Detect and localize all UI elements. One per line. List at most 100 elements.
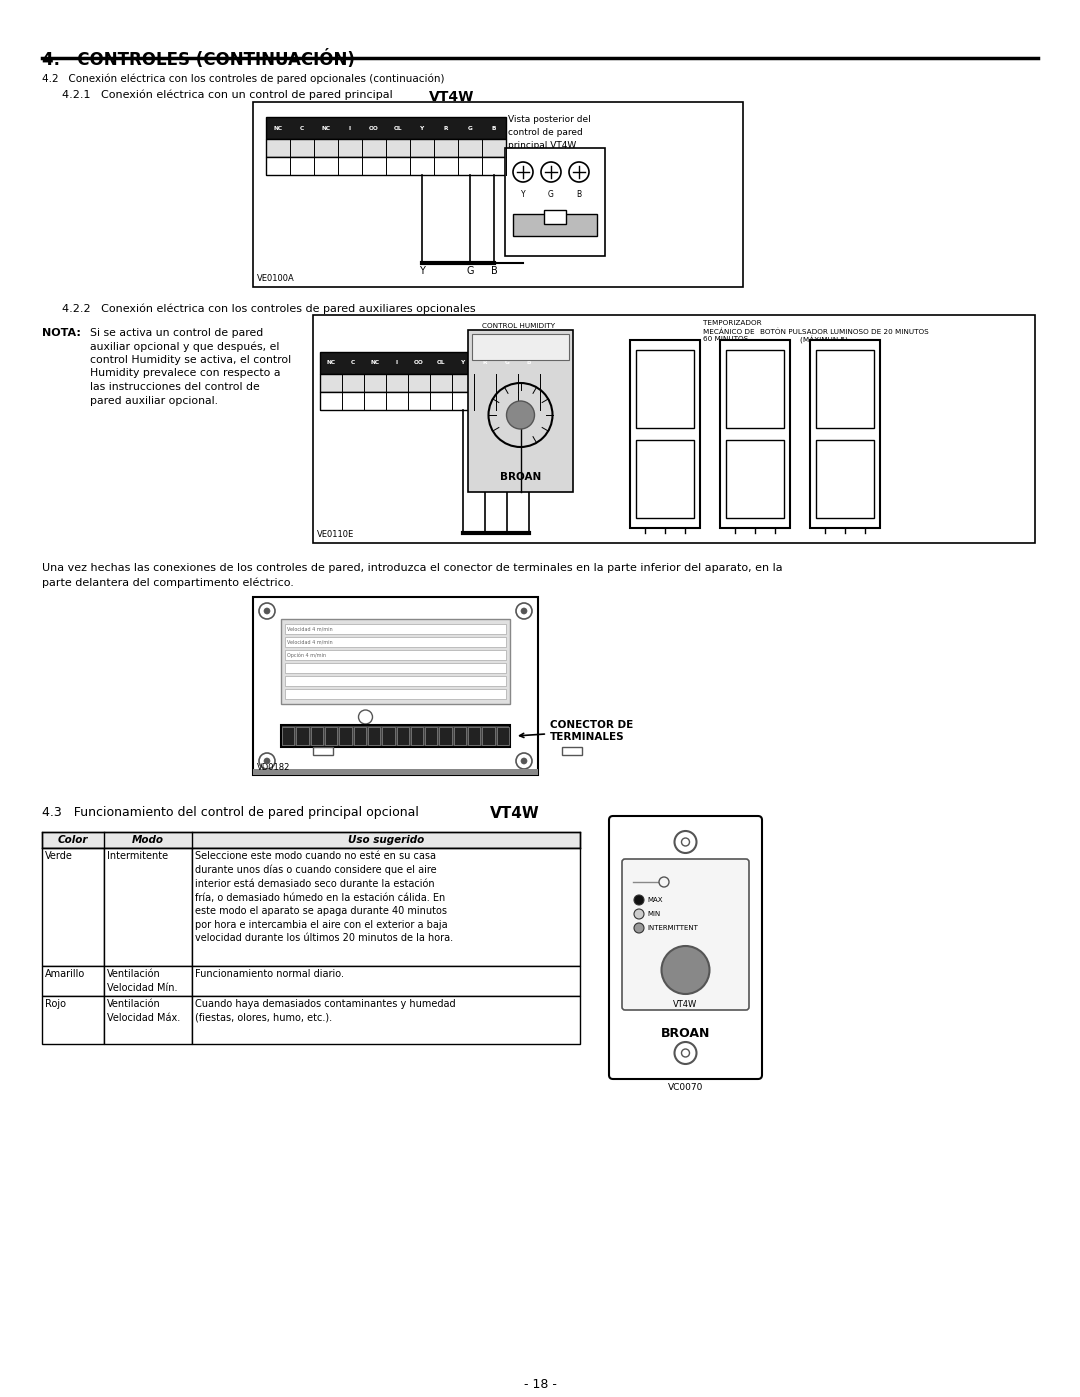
Text: Verde: Verde <box>45 851 72 861</box>
Text: HUMIDITY: HUMIDITY <box>476 334 507 339</box>
Bar <box>192 965 580 996</box>
Circle shape <box>634 895 644 905</box>
Text: NOTA:: NOTA: <box>42 328 81 338</box>
Bar <box>285 676 507 686</box>
Bar <box>720 339 789 528</box>
Text: VC0070: VC0070 <box>667 1083 703 1092</box>
Bar <box>253 597 538 775</box>
Bar <box>266 156 507 175</box>
Text: G: G <box>548 190 554 198</box>
Text: Y: Y <box>420 126 424 130</box>
Bar <box>285 689 507 698</box>
Text: Amarillo: Amarillo <box>45 970 85 979</box>
Bar <box>636 440 694 518</box>
Text: 4.2   Conexión eléctrica con los controles de pared opcionales (continuación): 4.2 Conexión eléctrica con los controles… <box>42 73 445 84</box>
Text: Y: Y <box>521 190 525 198</box>
Text: NC: NC <box>326 360 336 366</box>
Text: 60 MINUTOS: 60 MINUTOS <box>703 337 748 342</box>
Text: BROAN: BROAN <box>500 472 541 482</box>
Text: (MÁXIMUN 5): (MÁXIMUN 5) <box>800 337 848 344</box>
Text: Velocidad 4 m/min: Velocidad 4 m/min <box>287 640 333 644</box>
Bar <box>726 440 784 518</box>
Bar <box>497 726 509 745</box>
Text: control Humidity se activa, el control: control Humidity se activa, el control <box>90 355 292 365</box>
Bar <box>426 726 437 745</box>
Bar <box>320 393 540 409</box>
Text: pared auxiliar opcional.: pared auxiliar opcional. <box>90 395 218 405</box>
Text: Uso sugerido: Uso sugerido <box>348 835 424 845</box>
Bar <box>472 334 569 360</box>
Text: Opción 4 m/min: Opción 4 m/min <box>287 652 326 658</box>
Text: R: R <box>444 126 448 130</box>
Bar <box>513 214 597 236</box>
Bar <box>104 848 192 965</box>
Bar <box>282 726 295 745</box>
Bar <box>320 374 540 393</box>
Text: NC: NC <box>273 126 283 130</box>
Bar <box>42 965 104 996</box>
Text: Intermitente: Intermitente <box>107 851 168 861</box>
Text: R: R <box>483 360 487 366</box>
Bar <box>285 637 507 647</box>
Text: parte delantera del compartimento eléctrico.: parte delantera del compartimento eléctr… <box>42 578 294 588</box>
Text: TEMPORIZADOR: TEMPORIZADOR <box>703 320 761 326</box>
Text: Rojo: Rojo <box>45 999 66 1009</box>
Text: NC: NC <box>322 126 330 130</box>
Text: BROAN: BROAN <box>661 1027 711 1039</box>
Text: OO: OO <box>369 126 379 130</box>
Text: Ventilación
Velocidad Máx.: Ventilación Velocidad Máx. <box>107 999 180 1023</box>
Text: - 18 -: - 18 - <box>524 1377 556 1391</box>
Bar <box>440 726 451 745</box>
Bar <box>630 339 700 528</box>
Text: B: B <box>527 360 531 366</box>
Bar <box>192 848 580 965</box>
Bar <box>281 619 510 704</box>
Bar <box>285 650 507 659</box>
Text: VT4W: VT4W <box>490 806 540 821</box>
Text: PUSH: PUSH <box>669 965 703 975</box>
Bar <box>562 747 582 754</box>
Bar <box>325 726 337 745</box>
Text: G: G <box>467 265 474 277</box>
Text: 4.2.1   Conexión eléctrica con un control de pared principal: 4.2.1 Conexión eléctrica con un control … <box>62 89 396 101</box>
Bar <box>816 440 874 518</box>
Bar <box>281 725 510 747</box>
Text: G: G <box>504 360 510 366</box>
Text: OO: OO <box>414 360 423 366</box>
Bar <box>104 965 192 996</box>
Text: MIN: MIN <box>647 911 660 916</box>
Text: Seleccione este modo cuando no esté en su casa
durante unos días o cuando consid: Seleccione este modo cuando no esté en s… <box>195 851 454 943</box>
Text: C: C <box>300 126 305 130</box>
Text: VT4W: VT4W <box>673 1000 698 1009</box>
Circle shape <box>264 608 270 615</box>
Text: auxiliar opcional y que después, el: auxiliar opcional y que después, el <box>90 341 280 352</box>
Text: VT4W: VT4W <box>429 89 474 103</box>
Circle shape <box>264 759 270 764</box>
Bar <box>505 148 605 256</box>
Text: Velocidad 4 m/min: Velocidad 4 m/min <box>287 626 333 631</box>
Bar <box>266 138 507 156</box>
Text: CONTROL: CONTROL <box>476 342 507 346</box>
Circle shape <box>521 759 527 764</box>
Text: MECÁNICO DE: MECÁNICO DE <box>703 328 755 334</box>
Text: G: G <box>468 126 472 130</box>
Text: MAX: MAX <box>647 897 662 902</box>
Text: Humidity prevalece con respecto a: Humidity prevalece con respecto a <box>90 369 281 379</box>
Bar <box>726 351 784 427</box>
Text: Color: Color <box>57 835 89 845</box>
Text: 4.   CONTROLES (CONTINUACIÓN): 4. CONTROLES (CONTINUACIÓN) <box>42 50 355 68</box>
Bar <box>42 833 580 848</box>
Text: Cuando haya demasiados contaminantes y humedad
(fiestas, olores, humo, etc.).: Cuando haya demasiados contaminantes y h… <box>195 999 456 1023</box>
Bar <box>285 664 507 673</box>
Bar <box>253 768 538 775</box>
Text: OL: OL <box>436 360 445 366</box>
Text: Funcionamiento normal diario.: Funcionamiento normal diario. <box>195 970 345 979</box>
Text: Y: Y <box>461 360 465 366</box>
Circle shape <box>507 401 535 429</box>
Circle shape <box>634 923 644 933</box>
Text: BOTÓN PULSADOR LUMINOSO DE 20 MINUTOS: BOTÓN PULSADOR LUMINOSO DE 20 MINUTOS <box>760 328 929 334</box>
Text: CONECTOR DE
TERMINALES: CONECTOR DE TERMINALES <box>519 721 633 742</box>
Bar <box>320 352 540 374</box>
Text: B: B <box>491 126 496 130</box>
Bar <box>42 996 104 1044</box>
